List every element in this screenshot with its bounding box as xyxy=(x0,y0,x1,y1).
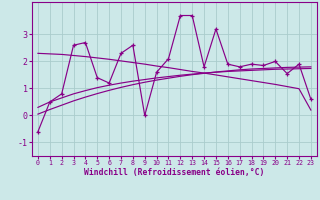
X-axis label: Windchill (Refroidissement éolien,°C): Windchill (Refroidissement éolien,°C) xyxy=(84,168,265,177)
